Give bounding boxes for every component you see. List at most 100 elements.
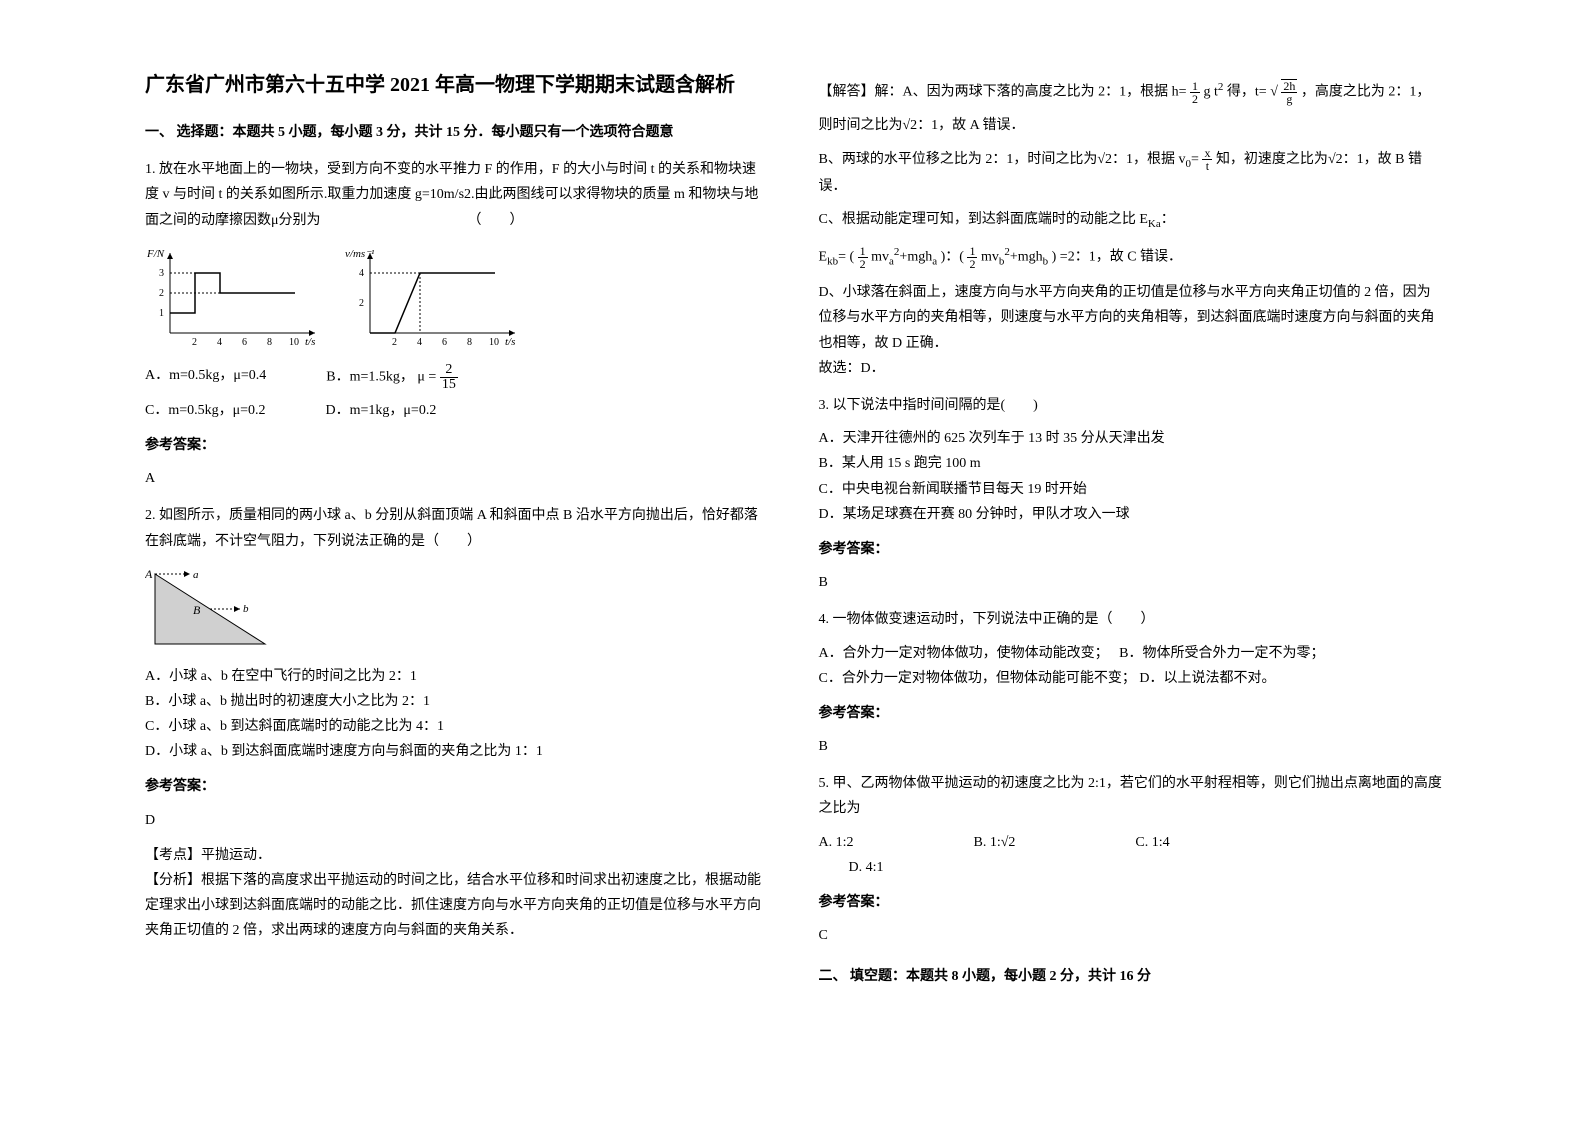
chart2-xlabel: t/s xyxy=(505,336,515,348)
gt: g t xyxy=(1204,85,1218,100)
chart1-ylabel: F/N xyxy=(146,248,165,260)
tick: 4 xyxy=(359,268,364,279)
colon: ： xyxy=(1161,212,1175,227)
q5-answer: C xyxy=(819,923,1443,948)
text: 则时间之比为 xyxy=(819,118,903,133)
text: =2：1，故 C 错误． xyxy=(1060,250,1182,265)
tick: 8 xyxy=(267,337,272,348)
chart2-ylabel: v/ms⁻¹ xyxy=(345,248,374,260)
text: 【解答】解：A、因为两球下落的高度之比为 2：1，根据 h= xyxy=(819,85,1187,100)
fraction-icon: 1 2 xyxy=(1190,80,1200,105)
question-3-text: 3. 以下说法中指时间间隔的是( ) xyxy=(819,393,1443,418)
fraction-icon: μ = xyxy=(417,369,439,384)
eq: = xyxy=(838,250,849,265)
question-2-text: 2. 如图所示，质量相同的两小球 a、b 分别从斜面顶端 A 和斜面中点 B 沿… xyxy=(145,503,769,553)
q2-solve-line-1: 【解答】解：A、因为两球下落的高度之比为 2：1，根据 h= 1 2 g t2 … xyxy=(819,78,1443,105)
den: 2 xyxy=(967,258,977,270)
sqrt2: √2 xyxy=(1097,152,1112,167)
tick: 10 xyxy=(489,337,499,348)
q1-answer-label: 参考答案： xyxy=(145,433,769,458)
num: x xyxy=(1202,147,1212,160)
text: ，高度之比为 2：1， xyxy=(1301,85,1431,100)
tick: 1 xyxy=(159,308,164,319)
sub: Ka xyxy=(1148,218,1161,230)
sqrt2: √2 xyxy=(903,118,918,133)
fraction-icon: x t xyxy=(1202,147,1212,172)
label-b: b xyxy=(243,603,249,615)
fraction-icon: 2h g xyxy=(1281,79,1297,105)
plus: +mgh xyxy=(899,250,932,265)
tick: 2 xyxy=(359,298,364,309)
q2-solve-C-intro: C、根据动能定理可知，到达斜面底端时的动能之比 EKa： xyxy=(819,207,1443,235)
q2-option-c: C．小球 a、b 到达斜面底端时的动能之比为 4：1 xyxy=(145,714,769,739)
q3-option-b: B．某人用 15 s 跑完 100 m xyxy=(819,451,1443,476)
label-A: A xyxy=(145,567,153,581)
q4-option-b: B．物体所受合外力一定不为零； xyxy=(1119,646,1324,661)
eq: = xyxy=(1191,152,1199,167)
num: 1 xyxy=(1190,80,1200,93)
frac-den: 15 xyxy=(440,378,458,392)
paren-close: ) xyxy=(1052,250,1057,265)
q5-option-d: D. 4:1 xyxy=(819,855,1443,880)
q1-optb-prefix: B．m=1.5kg， xyxy=(326,369,414,384)
text: ：1，故 A 错误． xyxy=(917,118,1024,133)
sqrt-icon: √ xyxy=(1270,85,1278,100)
q1-option-c: C．m=0.5kg，μ=0.2 xyxy=(145,398,266,423)
q2-solve-D: D、小球落在斜面上，速度方向与水平方向夹角的正切值是位移与水平方向夹角正切值的 … xyxy=(819,280,1443,356)
q4-option-a: A．合外力一定对物体做功，使物体动能改变； xyxy=(819,646,1102,661)
q3-option-c: C．中央电视台新闻联播节目每天 19 时开始 xyxy=(819,477,1443,502)
tick: 8 xyxy=(467,337,472,348)
q5-option-b: B. 1:√2 xyxy=(974,830,1016,855)
sub: kb xyxy=(827,255,838,267)
label-a: a xyxy=(193,569,199,581)
q3-option-d: D．某场足球赛在开赛 80 分钟时，甲队才攻入一球 xyxy=(819,502,1443,527)
q3-option-a: A．天津开往德州的 625 次列车于 13 时 35 分从天津出发 xyxy=(819,426,1443,451)
question-1-text: 1. 放在水平地面上的一物块，受到方向不变的水平推力 F 的作用，F 的大小与时… xyxy=(145,157,769,233)
q2-analysis: 【分析】根据下落的高度求出平抛运动的时间之比，结合水平位移和时间求出初速度之比，… xyxy=(145,868,769,944)
q5-options-row1: A. 1:2 B. 1:√2 C. 1:4 xyxy=(819,830,1443,855)
tick: 3 xyxy=(159,268,164,279)
chart1-xlabel: t/s xyxy=(305,336,315,348)
q1-options-row2: C．m=0.5kg，μ=0.2 D．m=1kg，μ=0.2 xyxy=(145,398,769,423)
mv: mv xyxy=(981,250,999,265)
q3-answer: B xyxy=(819,570,1443,595)
tick: 2 xyxy=(192,337,197,348)
q1-option-a: A．m=0.5kg，μ=0.4 xyxy=(145,363,266,392)
question-5-text: 5. 甲、乙两物体做平抛运动的初速度之比为 2:1，若它们的水平射程相等，则它们… xyxy=(819,771,1443,821)
sub: b xyxy=(1043,255,1049,267)
sqrt2-1: √2：1 xyxy=(1328,152,1364,167)
q2-solve-final: 故选：D． xyxy=(819,356,1443,381)
fraction-icon: 1 2 xyxy=(858,245,868,270)
label-B: B xyxy=(193,603,201,617)
q1-chart-v: v/ms⁻¹ t/s 2 4 2 4 6 8 10 xyxy=(345,243,525,353)
paren-expr-a: ( xyxy=(849,250,854,265)
section-1-header: 一、 选择题：本题共 5 小题，每小题 3 分，共计 15 分．每小题只有一个选… xyxy=(145,120,769,145)
left-column: 广东省广州市第六十五中学 2021 年高一物理下学期期末试题含解析 一、 选择题… xyxy=(120,70,794,1052)
q2-option-d: D．小球 a、b 到达斜面底端时速度方向与斜面的夹角之比为 1：1 xyxy=(145,739,769,764)
q3-answer-label: 参考答案： xyxy=(819,537,1443,562)
q2-solve-B: B、两球的水平位移之比为 2：1，时间之比为√2：1，根据 v0= x t 知，… xyxy=(819,147,1443,200)
den: t xyxy=(1202,160,1212,172)
q4-row2: C．合外力一定对物体做功，但物体动能可能不变； D．以上说法都不对。 xyxy=(819,666,1443,691)
text: B、两球的水平位移之比为 2：1，时间之比为 xyxy=(819,152,1098,167)
sub: a xyxy=(932,255,937,267)
num: 1 xyxy=(967,245,977,258)
section-2-header: 二、 填空题：本题共 8 小题，每小题 2 分，共计 16 分 xyxy=(819,964,1443,989)
q4-answer-label: 参考答案： xyxy=(819,701,1443,726)
q1-option-b: B．m=1.5kg， μ = 2 15 xyxy=(326,363,458,392)
q2-point: 【考点】平抛运动． xyxy=(145,843,769,868)
page-title: 广东省广州市第六十五中学 2021 年高一物理下学期期末试题含解析 xyxy=(145,70,769,100)
q2-option-b: B．小球 a、b 抛出时的初速度大小之比为 2：1 xyxy=(145,689,769,714)
q1-answer: A xyxy=(145,466,769,491)
q5-answer-label: 参考答案： xyxy=(819,890,1443,915)
tick: 2 xyxy=(392,337,397,348)
text: 得，t= xyxy=(1227,85,1267,100)
q2-answer: D xyxy=(145,808,769,833)
fraction-icon: 1 2 xyxy=(967,245,977,270)
q1-chart-F: F/N t/s 1 2 3 2 4 6 8 10 xyxy=(145,243,325,353)
paren-close: )：( xyxy=(941,250,964,265)
question-4-text: 4. 一物体做变速运动时，下列说法中正确的是（ ） xyxy=(819,607,1443,632)
sqrt: √2 xyxy=(1001,835,1016,850)
right-column: 【解答】解：A、因为两球下落的高度之比为 2：1，根据 h= 1 2 g t2 … xyxy=(794,70,1468,1052)
den: 2 xyxy=(858,258,868,270)
